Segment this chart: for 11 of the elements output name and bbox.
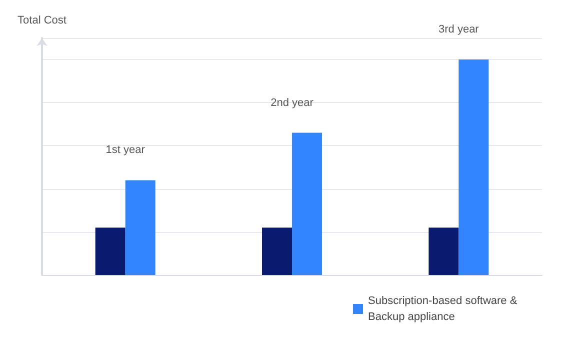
x-tick-label: 2nd year xyxy=(270,96,314,109)
x-tick-label: 3rd year xyxy=(438,24,480,36)
x-tick-label: 1st year xyxy=(106,144,146,156)
bar xyxy=(428,228,459,275)
y-axis-title: Total Cost xyxy=(18,14,66,26)
bar xyxy=(262,228,292,275)
bar xyxy=(95,228,126,275)
bar xyxy=(125,180,156,275)
legend-label: Subscription-based software & Backup appliance xyxy=(368,295,520,323)
bar xyxy=(458,60,489,275)
bar xyxy=(292,132,322,275)
